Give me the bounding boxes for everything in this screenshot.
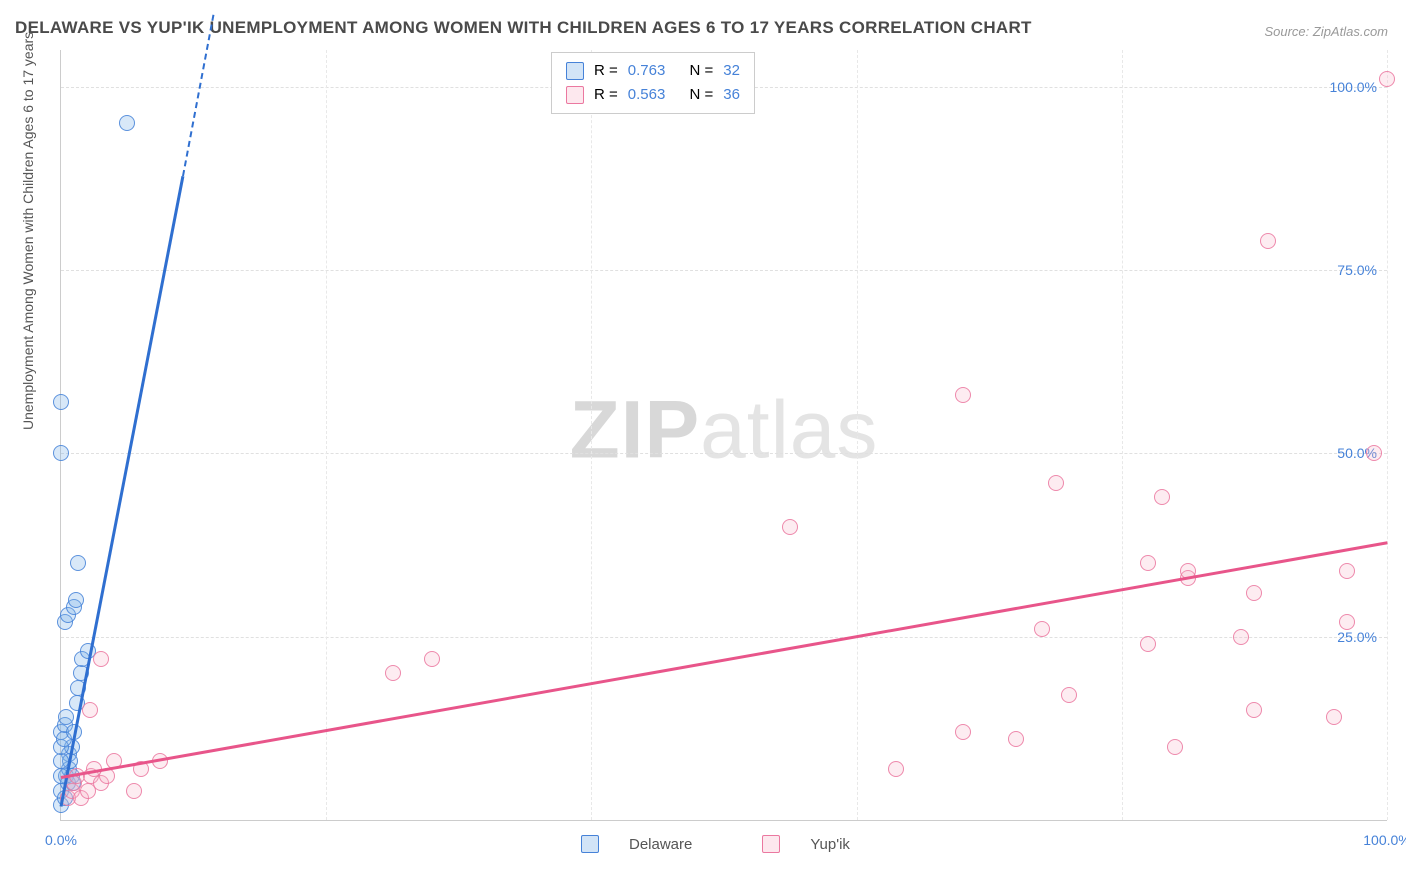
v-gridline [1122,50,1123,820]
v-gridline [326,50,327,820]
plot-area: ZIPatlas R = 0.763 N = 32 R = 0.563 N = … [60,50,1387,821]
r-value: 0.563 [628,83,666,107]
data-point [70,555,86,571]
data-point [133,761,149,777]
data-point [1140,636,1156,652]
correlation-legend: R = 0.763 N = 32 R = 0.563 N = 36 [551,52,755,114]
data-point [93,651,109,667]
v-gridline [857,50,858,820]
n-value: 32 [723,59,740,83]
n-label: N = [689,83,713,107]
r-label: R = [594,83,618,107]
data-point [1140,555,1156,571]
data-point [1326,709,1342,725]
swatch-pink-icon [762,835,780,853]
gridline [61,453,1387,454]
x-tick-label: 100.0% [1363,832,1406,848]
data-point [1246,585,1262,601]
legend-label-delaware: Delaware [629,836,692,853]
watermark: ZIPatlas [570,383,879,477]
data-point [955,387,971,403]
data-point [66,724,82,740]
data-point [53,394,69,410]
v-gridline [591,50,592,820]
data-point [1339,614,1355,630]
series-legend: Delaware Yup'ik [581,835,850,853]
data-point [1366,445,1382,461]
n-label: N = [689,59,713,83]
data-point [53,445,69,461]
swatch-pink-icon [566,86,584,104]
legend-row-delaware: R = 0.763 N = 32 [566,59,740,83]
gridline [61,637,1387,638]
data-point [424,651,440,667]
legend-label-yupik: Yup'ik [810,836,850,853]
data-point [53,753,69,769]
data-point [1154,489,1170,505]
r-label: R = [594,59,618,83]
legend-row-yupik: R = 0.563 N = 36 [566,83,740,107]
data-point [955,724,971,740]
swatch-blue-icon [566,62,584,80]
data-point [68,592,84,608]
data-point [782,519,798,535]
data-point [385,665,401,681]
y-tick-label: 75.0% [1337,262,1377,278]
gridline [61,270,1387,271]
y-tick-label: 25.0% [1337,629,1377,645]
data-point [152,753,168,769]
trend-line-dashed [182,14,214,176]
data-point [1379,71,1395,87]
data-point [1048,475,1064,491]
watermark-left: ZIP [570,384,701,475]
x-tick-label: 0.0% [45,832,77,848]
data-point [1233,629,1249,645]
watermark-right: atlas [700,384,878,475]
chart-title: DELAWARE VS YUP'IK UNEMPLOYMENT AMONG WO… [15,18,1032,38]
v-gridline [1387,50,1388,820]
data-point [99,768,115,784]
swatch-blue-icon [581,835,599,853]
data-point [1061,687,1077,703]
r-value: 0.763 [628,59,666,83]
data-point [58,709,74,725]
data-point [106,753,122,769]
data-point [1180,563,1196,579]
data-point [1008,731,1024,747]
data-point [70,680,86,696]
data-point [1339,563,1355,579]
data-point [126,783,142,799]
n-value: 36 [723,83,740,107]
y-axis-label: Unemployment Among Women with Children A… [20,32,36,430]
y-tick-label: 100.0% [1330,79,1377,95]
data-point [82,702,98,718]
data-point [1167,739,1183,755]
data-point [119,115,135,131]
data-point [888,761,904,777]
data-point [1246,702,1262,718]
data-point [1260,233,1276,249]
data-point [73,665,89,681]
source-attribution: Source: ZipAtlas.com [1264,24,1388,39]
data-point [1034,621,1050,637]
